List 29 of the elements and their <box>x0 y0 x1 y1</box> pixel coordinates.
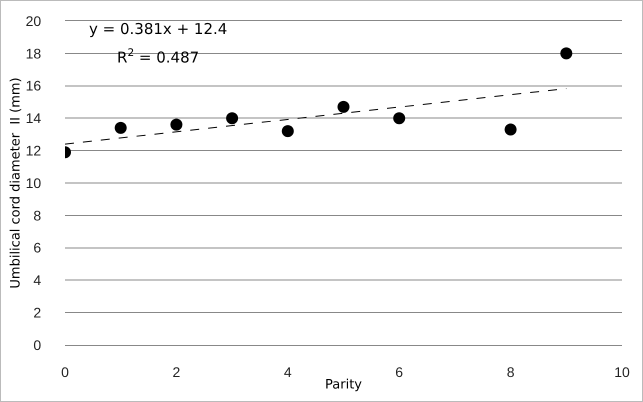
point <box>282 125 294 138</box>
y-tick-label: 8 <box>33 207 42 224</box>
x-tick-label: 8 <box>506 364 515 380</box>
point <box>560 47 572 60</box>
x-tick-label: 4 <box>284 364 292 380</box>
x-tick-label: 0 <box>61 364 70 380</box>
x-tick-label: 6 <box>395 364 404 380</box>
y-tick-label: 16 <box>26 78 42 94</box>
y-axis-title: Umbilical cord diameter II (mm) <box>8 77 24 289</box>
y-tick-label: 18 <box>26 45 42 62</box>
y-tick-label: 20 <box>26 12 42 29</box>
point <box>170 118 182 131</box>
y-tick-label: 4 <box>33 272 42 288</box>
y-tick-label: 10 <box>26 174 42 191</box>
x-tick-label: 2 <box>172 364 180 380</box>
y-tick-label: 12 <box>26 142 42 158</box>
y-tick-label: 2 <box>33 304 42 320</box>
x-tick-label: 10 <box>614 364 630 380</box>
point <box>114 122 127 134</box>
annotation: y = 0.381x + 12.4 <box>89 20 228 38</box>
point <box>393 112 406 124</box>
x-axis-title: Parity <box>325 377 362 392</box>
point <box>226 112 238 124</box>
y-tick-label: 14 <box>26 110 42 126</box>
point <box>504 124 517 136</box>
annotation: R$^{2}$ = 0.487 <box>117 47 200 66</box>
y-tick-label: 0 <box>33 336 42 353</box>
point <box>338 100 350 113</box>
y-tick-label: 6 <box>33 240 42 256</box>
